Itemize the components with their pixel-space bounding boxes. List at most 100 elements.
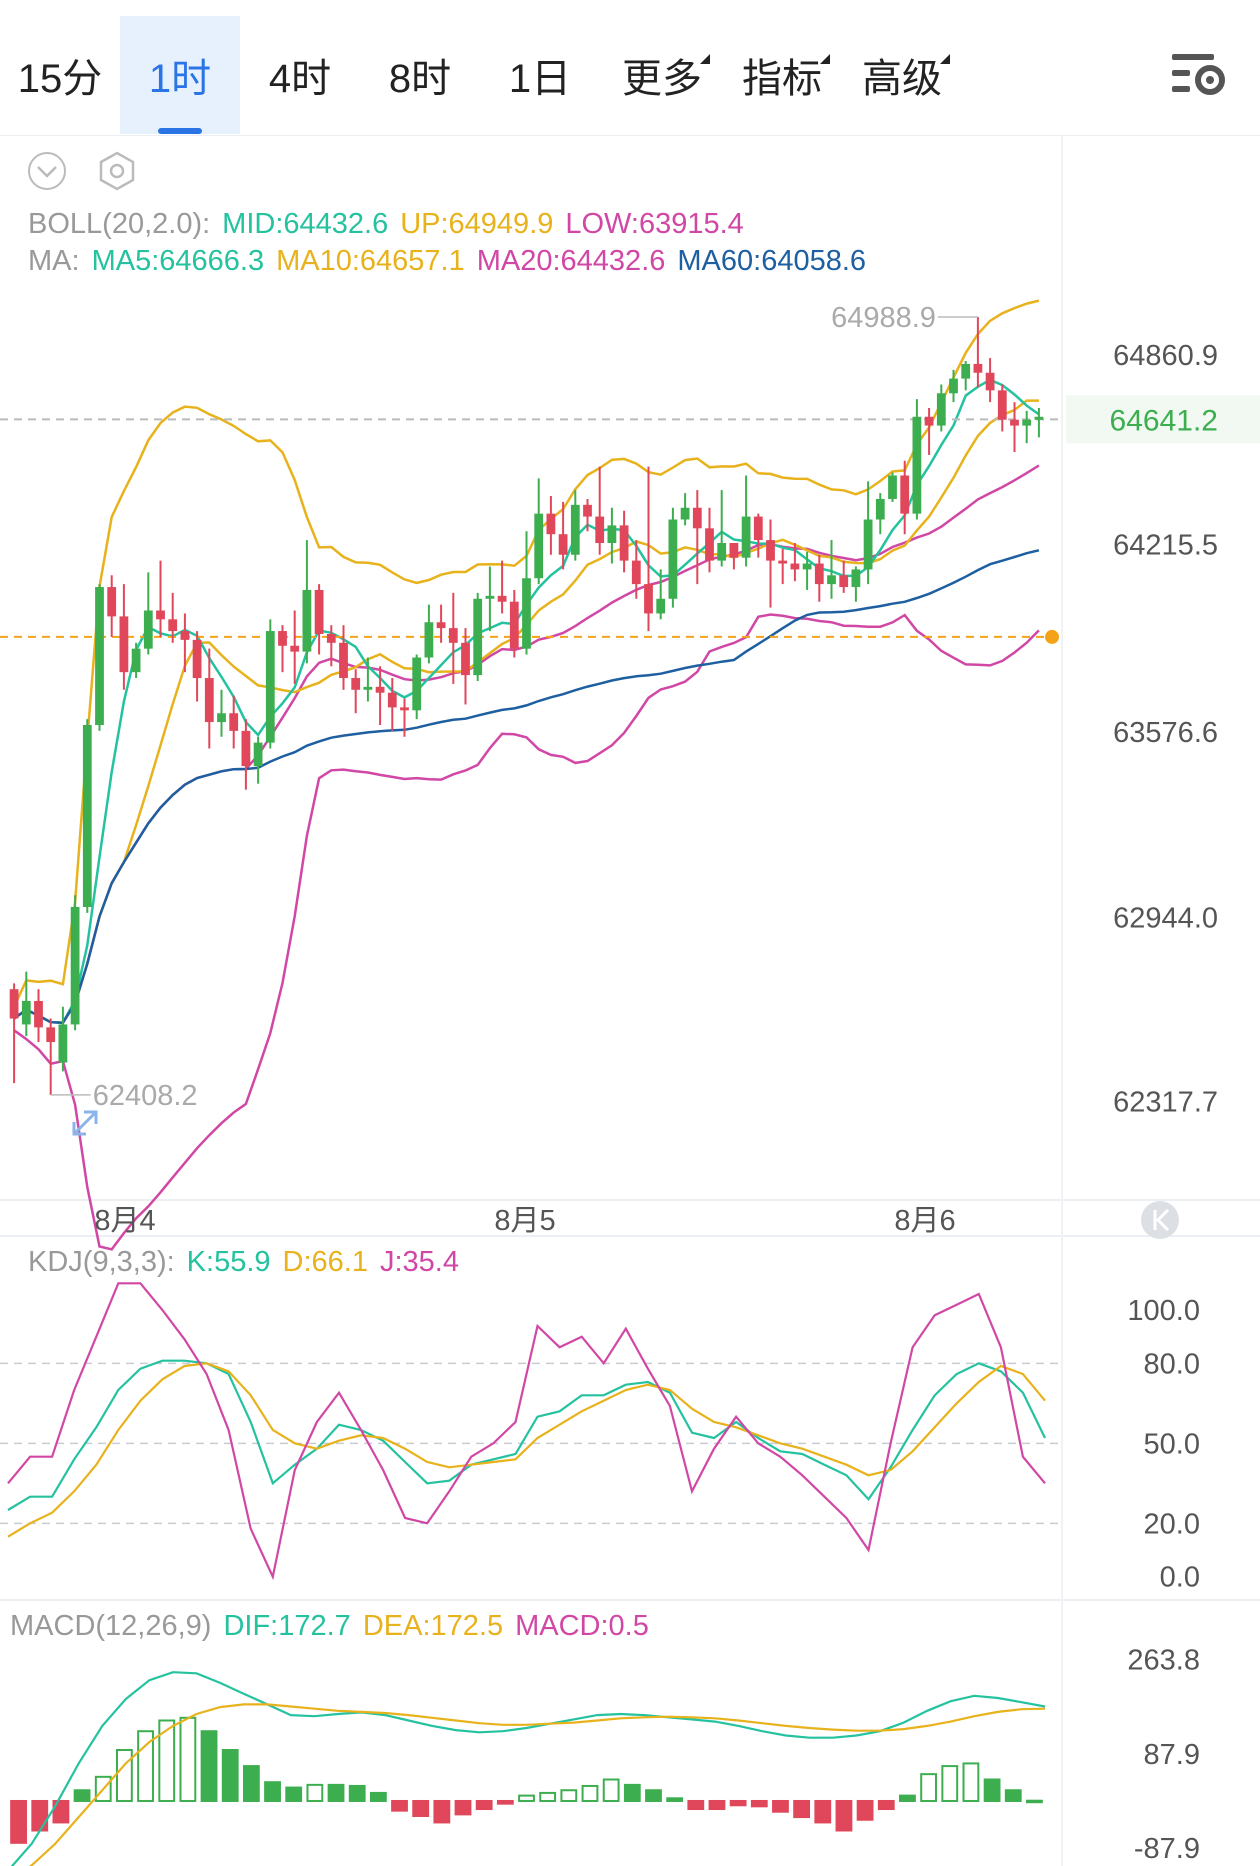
kdj-axis-tick: 100.0: [1127, 1295, 1200, 1327]
tab-more[interactable]: 更多: [602, 16, 722, 134]
candle-body: [534, 513, 544, 579]
price-axis-tick: 63576.6: [1113, 717, 1218, 749]
kdj-k-value: K:55.9: [186, 1246, 271, 1278]
macd-hist-value: MACD:0.5: [515, 1610, 649, 1642]
tab-1d[interactable]: 1日: [508, 57, 572, 101]
macd-histogram-bar: [221, 1749, 239, 1802]
candle-body: [168, 619, 178, 632]
timeframe-tab-bar: 15分 1时 4时 8时 1日 更多 指标 高级: [0, 0, 1260, 136]
candle-body: [387, 692, 397, 708]
candle-body: [497, 595, 507, 602]
candle-body: [143, 610, 153, 649]
candle-body: [351, 678, 361, 690]
candle-body: [95, 587, 104, 725]
collapse-chevron-icon[interactable]: [26, 150, 68, 192]
tab-indicators[interactable]: 指标: [722, 16, 842, 134]
tab-1h[interactable]: 1时: [120, 16, 240, 134]
price-axis-tick: 64860.9: [1113, 340, 1218, 372]
macd-histogram-bar: [539, 1791, 557, 1802]
candle-body: [192, 639, 202, 679]
macd-histogram-bar: [264, 1781, 281, 1802]
macd-histogram-bar: [242, 1765, 260, 1802]
candle-body: [1034, 416, 1044, 420]
candle-body: [34, 1000, 43, 1028]
macd-histogram-bar: [729, 1799, 747, 1807]
macd-histogram-bar: [200, 1730, 218, 1802]
ma-prefix: MA:: [28, 245, 80, 277]
candle-body: [949, 378, 958, 394]
macd-histogram-bar: [750, 1799, 768, 1808]
kdj-k-line: [7, 1359, 1046, 1511]
candle-body: [973, 363, 983, 373]
candle-body: [631, 560, 641, 585]
tab-advanced[interactable]: 高级: [842, 16, 962, 134]
macd-histogram-bar: [899, 1794, 916, 1802]
tab-15min[interactable]: 15分: [17, 57, 103, 101]
candle-body: [9, 989, 19, 1019]
boll-low-value: LOW:63915.4: [565, 208, 744, 240]
boll-mid-value: MID:64432.6: [222, 208, 389, 240]
macd-histogram-bar: [158, 1719, 176, 1802]
macd-histogram-bar: [391, 1799, 408, 1812]
macd-histogram-bar: [496, 1799, 514, 1805]
macd-histogram-bar: [560, 1789, 578, 1802]
indicator-settings-icon[interactable]: [96, 150, 138, 192]
date-axis-label: 8月6: [894, 1205, 955, 1237]
kdj-axis-tick: 0.0: [1160, 1562, 1200, 1594]
candle-body: [302, 589, 312, 652]
candle-body: [924, 416, 934, 426]
candle-body: [583, 504, 592, 517]
candle-body: [412, 657, 422, 711]
tab-8h[interactable]: 8时: [388, 57, 452, 101]
candle-body: [619, 525, 629, 561]
chart-settings-icon[interactable]: [1168, 50, 1228, 100]
ma-legend: MA: MA5:64666.3 MA10:64657.1 MA20:64432.6 MA…: [28, 245, 878, 278]
candle-body: [400, 707, 409, 711]
macd-histogram-bar: [666, 1797, 684, 1802]
kdj-axis-tick: 80.0: [1144, 1348, 1200, 1380]
tab-4h[interactable]: 4时: [268, 57, 332, 101]
candle-body: [570, 504, 580, 555]
candle-body: [485, 595, 495, 599]
macd-histogram-bar: [835, 1799, 853, 1832]
ma20-value: MA20:64432.6: [476, 245, 666, 277]
macd-histogram-bar: [179, 1716, 197, 1802]
candle-body: [546, 513, 556, 535]
macd-histogram-bar: [285, 1786, 303, 1802]
candle-body: [217, 713, 226, 723]
candle-body: [827, 575, 836, 585]
macd-title: MACD(12,26,9): [10, 1610, 212, 1642]
low-price-marker: 62408.2: [93, 1080, 198, 1112]
macd-histogram-bar: [369, 1791, 387, 1802]
macd-axis-tick: 87.9: [1144, 1739, 1200, 1771]
candle-body: [668, 519, 678, 599]
macd-histogram-bar: [327, 1783, 345, 1802]
macd-histogram-bar: [73, 1789, 91, 1802]
macd-histogram-bar: [856, 1799, 874, 1821]
active-tab-indicator: [158, 128, 202, 134]
dropdown-caret-icon: [700, 54, 710, 64]
boll-prefix: BOLL(20,2.0):: [28, 208, 211, 240]
macd-histogram-bar: [518, 1794, 535, 1802]
price-axis-tick: 62944.0: [1113, 903, 1218, 935]
dropdown-caret-icon: [940, 54, 950, 64]
price-chart-area[interactable]: 64860.9 64215.5 63576.6 62944.0 62317.7 64641…: [0, 135, 1260, 1866]
candle-body: [363, 686, 373, 690]
candle-body: [180, 631, 190, 640]
kdj-title: KDJ(9,3,3):: [28, 1246, 175, 1278]
candle-body: [70, 907, 80, 1025]
macd-axis-tick: 263.8: [1127, 1644, 1200, 1676]
macd-axis-tick: -87.9: [1134, 1833, 1200, 1865]
kdj-d-value: D:66.1: [282, 1246, 368, 1278]
candle-body: [424, 622, 434, 658]
candle-body: [522, 578, 531, 649]
last-price-label: 64641.2: [1110, 404, 1218, 437]
candle-body: [863, 519, 873, 570]
candle-body: [156, 610, 165, 620]
macd-histogram-bar: [623, 1783, 641, 1802]
macd-histogram-bar: [581, 1784, 599, 1802]
candle-body: [900, 475, 910, 514]
candle-body: [778, 560, 788, 564]
candle-body: [107, 587, 117, 617]
candle-body: [814, 563, 824, 585]
